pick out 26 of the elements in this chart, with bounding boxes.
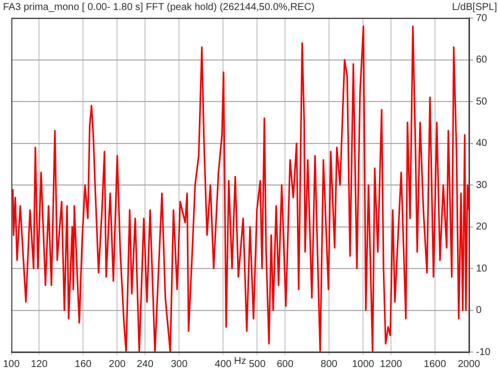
x-tick-label: 240 <box>136 358 154 370</box>
x-tick-label: 600 <box>276 358 294 370</box>
y-tick-label: 40 <box>476 138 488 149</box>
x-tick-label: 120 <box>30 358 48 370</box>
y-tick-label: 0 <box>476 305 482 316</box>
x-tick-label: 2000 <box>458 358 481 370</box>
x-tick-label: 800 <box>320 358 338 370</box>
x-tick-label: 200 <box>108 358 126 370</box>
y-tick-label: 60 <box>476 54 488 66</box>
y-tick-label: 10 <box>476 263 488 274</box>
y-tick-label: 20 <box>476 222 488 232</box>
x-tick-label: 1600 <box>424 358 446 370</box>
x-tick-label: 1000 <box>352 358 375 370</box>
x-tick-label: 160 <box>74 358 92 370</box>
y-tick-label: 50 <box>476 96 488 108</box>
y-axis-title: L/dB[SPL] <box>452 2 498 13</box>
x-axis-title: Hz <box>234 356 246 367</box>
y-tick-label: 30 <box>476 180 488 191</box>
x-tick-label: 400 <box>214 358 232 370</box>
y-tick-label: -10 <box>476 346 491 358</box>
x-tick-label: 1200 <box>380 358 403 370</box>
x-tick-label: 500 <box>248 358 266 370</box>
chart-title: FA3 prima_mono [ 0.00- 1.80 s] FFT (peak hold) (262144,50.0%,REC) <box>3 2 315 13</box>
x-tick-label: 100 <box>3 358 20 370</box>
x-tick-label: 300 <box>170 358 188 370</box>
y-tick-label: 70 <box>476 12 488 24</box>
